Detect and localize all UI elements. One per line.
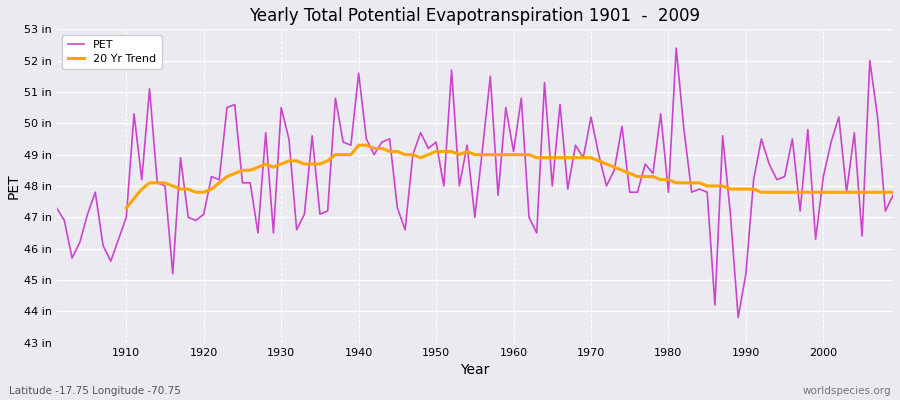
20 Yr Trend: [524, 152, 535, 157]
PET: [601, 184, 612, 188]
20 Yr Trend: [121, 206, 131, 210]
20 Yr Trend: [857, 190, 868, 195]
20 Yr Trend: [586, 155, 597, 160]
PET: [284, 136, 294, 141]
PET: [670, 46, 681, 50]
20 Yr Trend: [887, 190, 898, 195]
PET: [51, 206, 62, 210]
Line: 20 Yr Trend: 20 Yr Trend: [126, 145, 893, 208]
X-axis label: Year: Year: [460, 363, 490, 377]
Title: Yearly Total Potential Evapotranspiration 1901  -  2009: Yearly Total Potential Evapotranspiratio…: [249, 7, 700, 25]
20 Yr Trend: [833, 190, 844, 195]
PET: [508, 149, 519, 154]
Text: worldspecies.org: worldspecies.org: [803, 386, 891, 396]
PET: [733, 315, 743, 320]
PET: [500, 105, 511, 110]
20 Yr Trend: [268, 165, 279, 170]
Line: PET: PET: [57, 48, 893, 318]
PET: [887, 193, 898, 198]
20 Yr Trend: [299, 162, 310, 166]
Y-axis label: PET: PET: [7, 173, 21, 199]
PET: [330, 96, 341, 101]
Text: Latitude -17.75 Longitude -70.75: Latitude -17.75 Longitude -70.75: [9, 386, 181, 396]
20 Yr Trend: [353, 143, 364, 148]
PET: [113, 237, 124, 242]
Legend: PET, 20 Yr Trend: PET, 20 Yr Trend: [62, 35, 162, 70]
